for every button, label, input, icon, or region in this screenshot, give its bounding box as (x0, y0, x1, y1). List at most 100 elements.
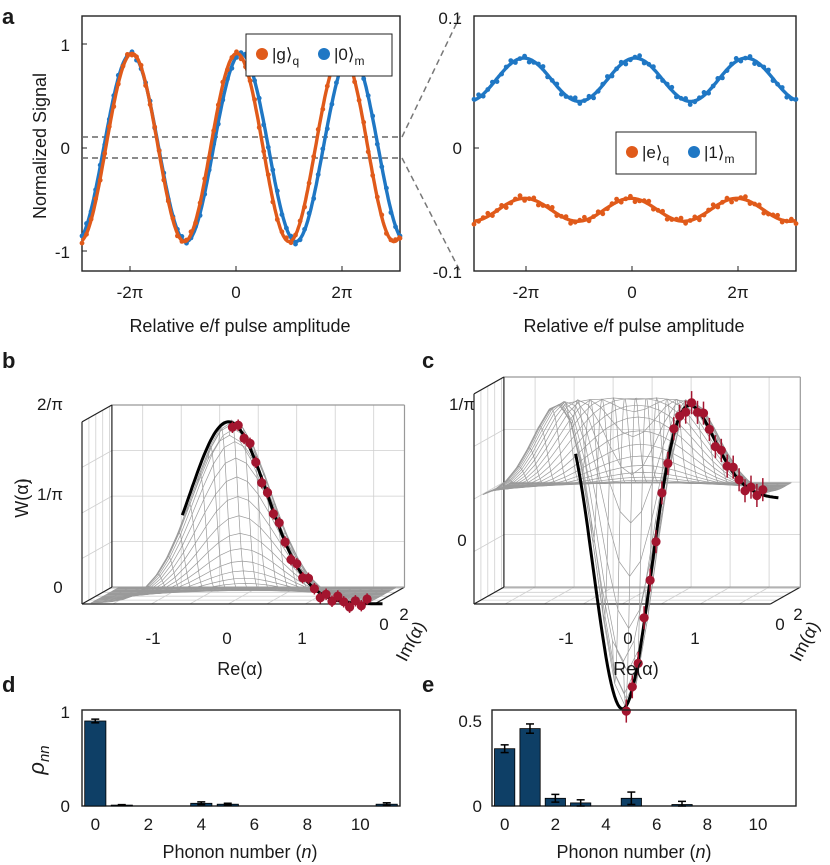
data-point (329, 101, 335, 107)
a-left-xlabel: Relative e/f pulse amplitude (129, 316, 350, 336)
data-point (526, 196, 532, 202)
data-point (793, 96, 799, 102)
legend-label-0-m: |0⟩m (334, 45, 365, 68)
data-point (678, 95, 684, 101)
a-left-ytick-m1: -1 (55, 243, 70, 262)
data-point (143, 83, 149, 88)
data-point (756, 202, 762, 208)
mesh-line (498, 430, 780, 490)
data-point (678, 215, 684, 221)
xtick-label: 10 (351, 815, 370, 834)
data-point (370, 173, 376, 178)
data-point (789, 216, 794, 222)
box-edge (81, 541, 113, 559)
data-point (743, 194, 748, 200)
panel-c-3d-box (473, 376, 801, 605)
data-point (646, 61, 652, 67)
data-point (674, 216, 679, 222)
b-xtick-m1: -1 (145, 629, 160, 648)
data-point (559, 213, 564, 219)
data-point (508, 200, 514, 206)
data-point (384, 185, 389, 191)
data-point (746, 482, 756, 492)
data-point (517, 56, 523, 61)
b-zlabel: W(α) (12, 478, 32, 517)
mesh-line (93, 421, 372, 602)
data-point (572, 95, 578, 101)
xtick-label: 6 (250, 815, 259, 834)
mesh-line (489, 401, 771, 577)
data-point (549, 205, 555, 210)
data-point (720, 75, 725, 81)
data-point (393, 224, 398, 230)
data-point (609, 201, 615, 207)
b-ztick-2pi: 2/π (37, 395, 63, 414)
data-point (321, 589, 331, 599)
a-right-ytick-0: 0 (453, 139, 462, 158)
data-point (302, 226, 307, 232)
data-point (605, 206, 610, 212)
mesh-line (741, 479, 770, 488)
data-point (188, 229, 194, 235)
data-point (184, 237, 189, 243)
data-point (513, 196, 518, 202)
c-xtick-0: 0 (623, 629, 632, 648)
data-point (549, 78, 555, 83)
data-point (268, 509, 278, 519)
data-point (687, 218, 693, 223)
data-point (170, 215, 176, 221)
data-point (559, 91, 564, 97)
mesh-line (100, 515, 378, 599)
data-point (716, 445, 726, 455)
xtick-label: 10 (749, 815, 768, 834)
data-point (513, 60, 518, 65)
mesh-line (96, 441, 374, 601)
data-point (577, 101, 583, 106)
data-point (517, 193, 523, 199)
data-point (339, 597, 349, 607)
panel-b-data-points (227, 419, 372, 613)
data-point (306, 180, 312, 186)
data-point (161, 177, 167, 183)
panel-b-wigner-mesh (90, 419, 396, 604)
data-point (471, 221, 477, 227)
series-points-1-m (471, 53, 799, 107)
data-point (710, 202, 716, 208)
data-point (320, 146, 326, 152)
legend-marker-e-q (626, 146, 638, 158)
data-point (582, 214, 587, 220)
mesh-line (763, 482, 792, 495)
data-point (664, 81, 670, 87)
data-point (545, 74, 550, 80)
a-right-legend (615, 131, 757, 175)
panel-a-left-frame (81, 15, 401, 272)
legend-marker-1-m (688, 146, 700, 158)
d-ytick-1: 1 (61, 703, 70, 722)
data-point (309, 584, 319, 594)
data-point (766, 211, 771, 217)
data-point (600, 81, 606, 87)
mesh-line (95, 428, 373, 602)
data-point (522, 198, 527, 203)
box-edge (770, 586, 801, 605)
data-point (220, 79, 226, 85)
legend-label-e-q: |e⟩q (642, 143, 669, 166)
data-point (485, 87, 491, 92)
data-point (531, 60, 537, 65)
box-edge (81, 404, 113, 423)
data-point (660, 208, 665, 214)
b-ztick-1pi: 1/π (37, 485, 63, 504)
panel-label-b: b (2, 348, 15, 373)
b-ytick-0: 0 (379, 615, 388, 634)
data-point (766, 67, 771, 73)
data-point (793, 221, 799, 227)
data-point (265, 144, 271, 150)
data-point (687, 398, 697, 408)
data-point (657, 488, 667, 498)
bar (519, 728, 541, 807)
data-point (284, 225, 289, 231)
data-point (233, 420, 243, 430)
data-point (706, 207, 711, 213)
data-point (738, 195, 744, 201)
data-point (165, 198, 171, 204)
